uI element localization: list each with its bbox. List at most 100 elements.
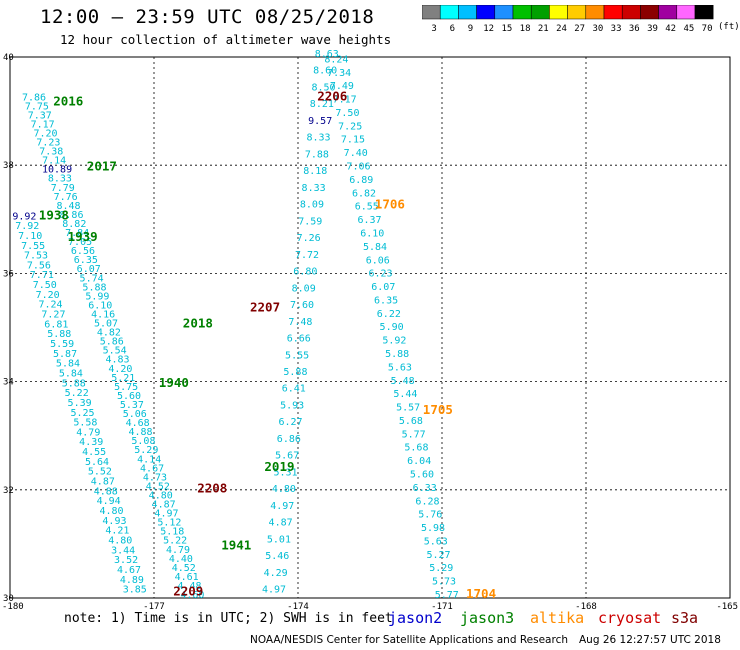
swh-value: 5.08 xyxy=(131,436,155,447)
swh-value: 5.07 xyxy=(94,319,118,330)
hour-label: 1938 xyxy=(39,207,69,222)
swh-value: 5.27 xyxy=(426,550,450,561)
swh-value: 7.88 xyxy=(305,149,329,160)
swh-value: 5.46 xyxy=(265,551,289,562)
swh-value: 6.86 xyxy=(277,434,301,445)
page-subtitle: 12 hour collection of altimeter wave hei… xyxy=(60,32,392,47)
swh-value: 7.20 xyxy=(33,128,57,139)
map-frame xyxy=(9,56,731,599)
hour-label: 1706 xyxy=(375,196,405,211)
legend-s3a: s3a xyxy=(671,609,699,627)
swh-value: 5.52 xyxy=(88,467,112,478)
swh-value: 8.21 xyxy=(310,99,334,110)
swh-value: 8.33 xyxy=(307,133,331,144)
swh-value: 7.79 xyxy=(51,183,75,194)
swh-value: 3.85 xyxy=(123,585,147,596)
swh-value: 5.44 xyxy=(393,389,417,400)
swh-value: 7.50 xyxy=(335,108,359,119)
swh-value: 7.26 xyxy=(297,233,321,244)
swh-value: 5.21 xyxy=(111,373,135,384)
hour-label: 2208 xyxy=(197,481,227,496)
x-tick-label: -165 xyxy=(716,602,738,612)
swh-value: 4.87 xyxy=(269,518,293,529)
swh-value: 7.84 xyxy=(65,228,89,239)
swh-value: 3.52 xyxy=(114,555,138,566)
colorbar-swatch xyxy=(694,5,714,20)
swh-value: 5.57 xyxy=(396,403,420,414)
swh-value: 7.71 xyxy=(30,270,54,281)
swh-value: 5.75 xyxy=(114,382,138,393)
swh-value: 7.06 xyxy=(346,162,370,173)
x-tick-label: -168 xyxy=(575,602,597,612)
swh-value: 4.55 xyxy=(82,447,106,458)
swh-value: 7.25 xyxy=(338,121,362,132)
hour-label: 1940 xyxy=(159,375,189,390)
swh-value: 6.22 xyxy=(377,309,401,320)
swh-value: 5.25 xyxy=(70,408,94,419)
hour-label: 2207 xyxy=(250,299,280,314)
y-tick-label: 32 xyxy=(3,486,14,496)
swh-value: 7.10 xyxy=(18,231,42,242)
swh-value: 4.87 xyxy=(152,500,176,511)
colorbar-label: 6 xyxy=(450,24,455,34)
swh-value: 4.61 xyxy=(175,572,199,583)
swh-value: 7.27 xyxy=(41,310,65,321)
swh-value: 4.79 xyxy=(76,427,100,438)
swh-value: 8.86 xyxy=(59,210,83,221)
swh-value: 5.60 xyxy=(117,391,141,402)
swh-value: 6.10 xyxy=(360,228,384,239)
swh-value: 8.18 xyxy=(303,166,327,177)
swh-value: 5.01 xyxy=(267,534,291,545)
y-tick-label: 34 xyxy=(3,378,14,388)
swh-value: 4.52 xyxy=(146,481,170,492)
swh-value: 8.09 xyxy=(292,283,316,294)
swh-value: 5.93 xyxy=(280,400,304,411)
swh-value: 7.37 xyxy=(28,110,52,121)
hour-label: 2018 xyxy=(183,316,213,331)
swh-value: 6.82 xyxy=(352,188,376,199)
hour-label: 1939 xyxy=(68,229,98,244)
swh-value: 6.23 xyxy=(369,269,393,280)
swh-value: 5.88 xyxy=(283,367,307,378)
swh-value: 4.87 xyxy=(91,477,115,488)
swh-value: 8.24 xyxy=(324,54,348,65)
colorbar-label: 70 xyxy=(702,24,713,34)
swh-value: 5.48 xyxy=(391,376,415,387)
swh-value: 4.93 xyxy=(102,516,126,527)
swh-value: 7.72 xyxy=(295,250,319,261)
hour-label: 1705 xyxy=(423,402,453,417)
x-tick-label: -177 xyxy=(143,602,165,612)
swh-value: 5.63 xyxy=(388,362,412,373)
hour-label: 2019 xyxy=(264,459,294,474)
swh-value: 5.68 xyxy=(399,416,423,427)
swh-value: 5.55 xyxy=(285,350,309,361)
swh-value: 3.44 xyxy=(111,545,135,556)
swh-value: 4.67 xyxy=(117,565,141,576)
swh-value: 4.80 xyxy=(108,535,132,546)
swh-value: 5.74 xyxy=(80,273,104,284)
colorbar-units: (ft) xyxy=(718,22,740,32)
swh-value: 4.97 xyxy=(154,509,178,520)
swh-value: 6.81 xyxy=(44,319,68,330)
x-tick-label: -180 xyxy=(2,602,24,612)
swh-value: 6.07 xyxy=(77,264,101,275)
swh-value: 5.77 xyxy=(402,429,426,440)
colorbar-label: 42 xyxy=(665,24,676,34)
hour-label: 1941 xyxy=(221,537,251,552)
swh-value: 4.82 xyxy=(97,328,121,339)
swh-value: 6.41 xyxy=(282,384,306,395)
swh-value: 6.04 xyxy=(407,456,431,467)
swh-value: 5.88 xyxy=(385,349,409,360)
swh-value: 4.97 xyxy=(262,585,286,596)
swh-value: 4.40 xyxy=(169,554,193,565)
swh-value: 5.67 xyxy=(275,451,299,462)
colorbar-label: 33 xyxy=(611,24,622,34)
swh-value: 5.29 xyxy=(134,445,158,456)
hour-label: 2016 xyxy=(53,94,83,109)
x-tick-label: -171 xyxy=(431,602,453,612)
swh-value: 5.68 xyxy=(404,443,428,454)
swh-value: 4.60 xyxy=(180,590,204,601)
swh-value: 5.29 xyxy=(429,563,453,574)
swh-value: 7.23 xyxy=(36,138,60,149)
